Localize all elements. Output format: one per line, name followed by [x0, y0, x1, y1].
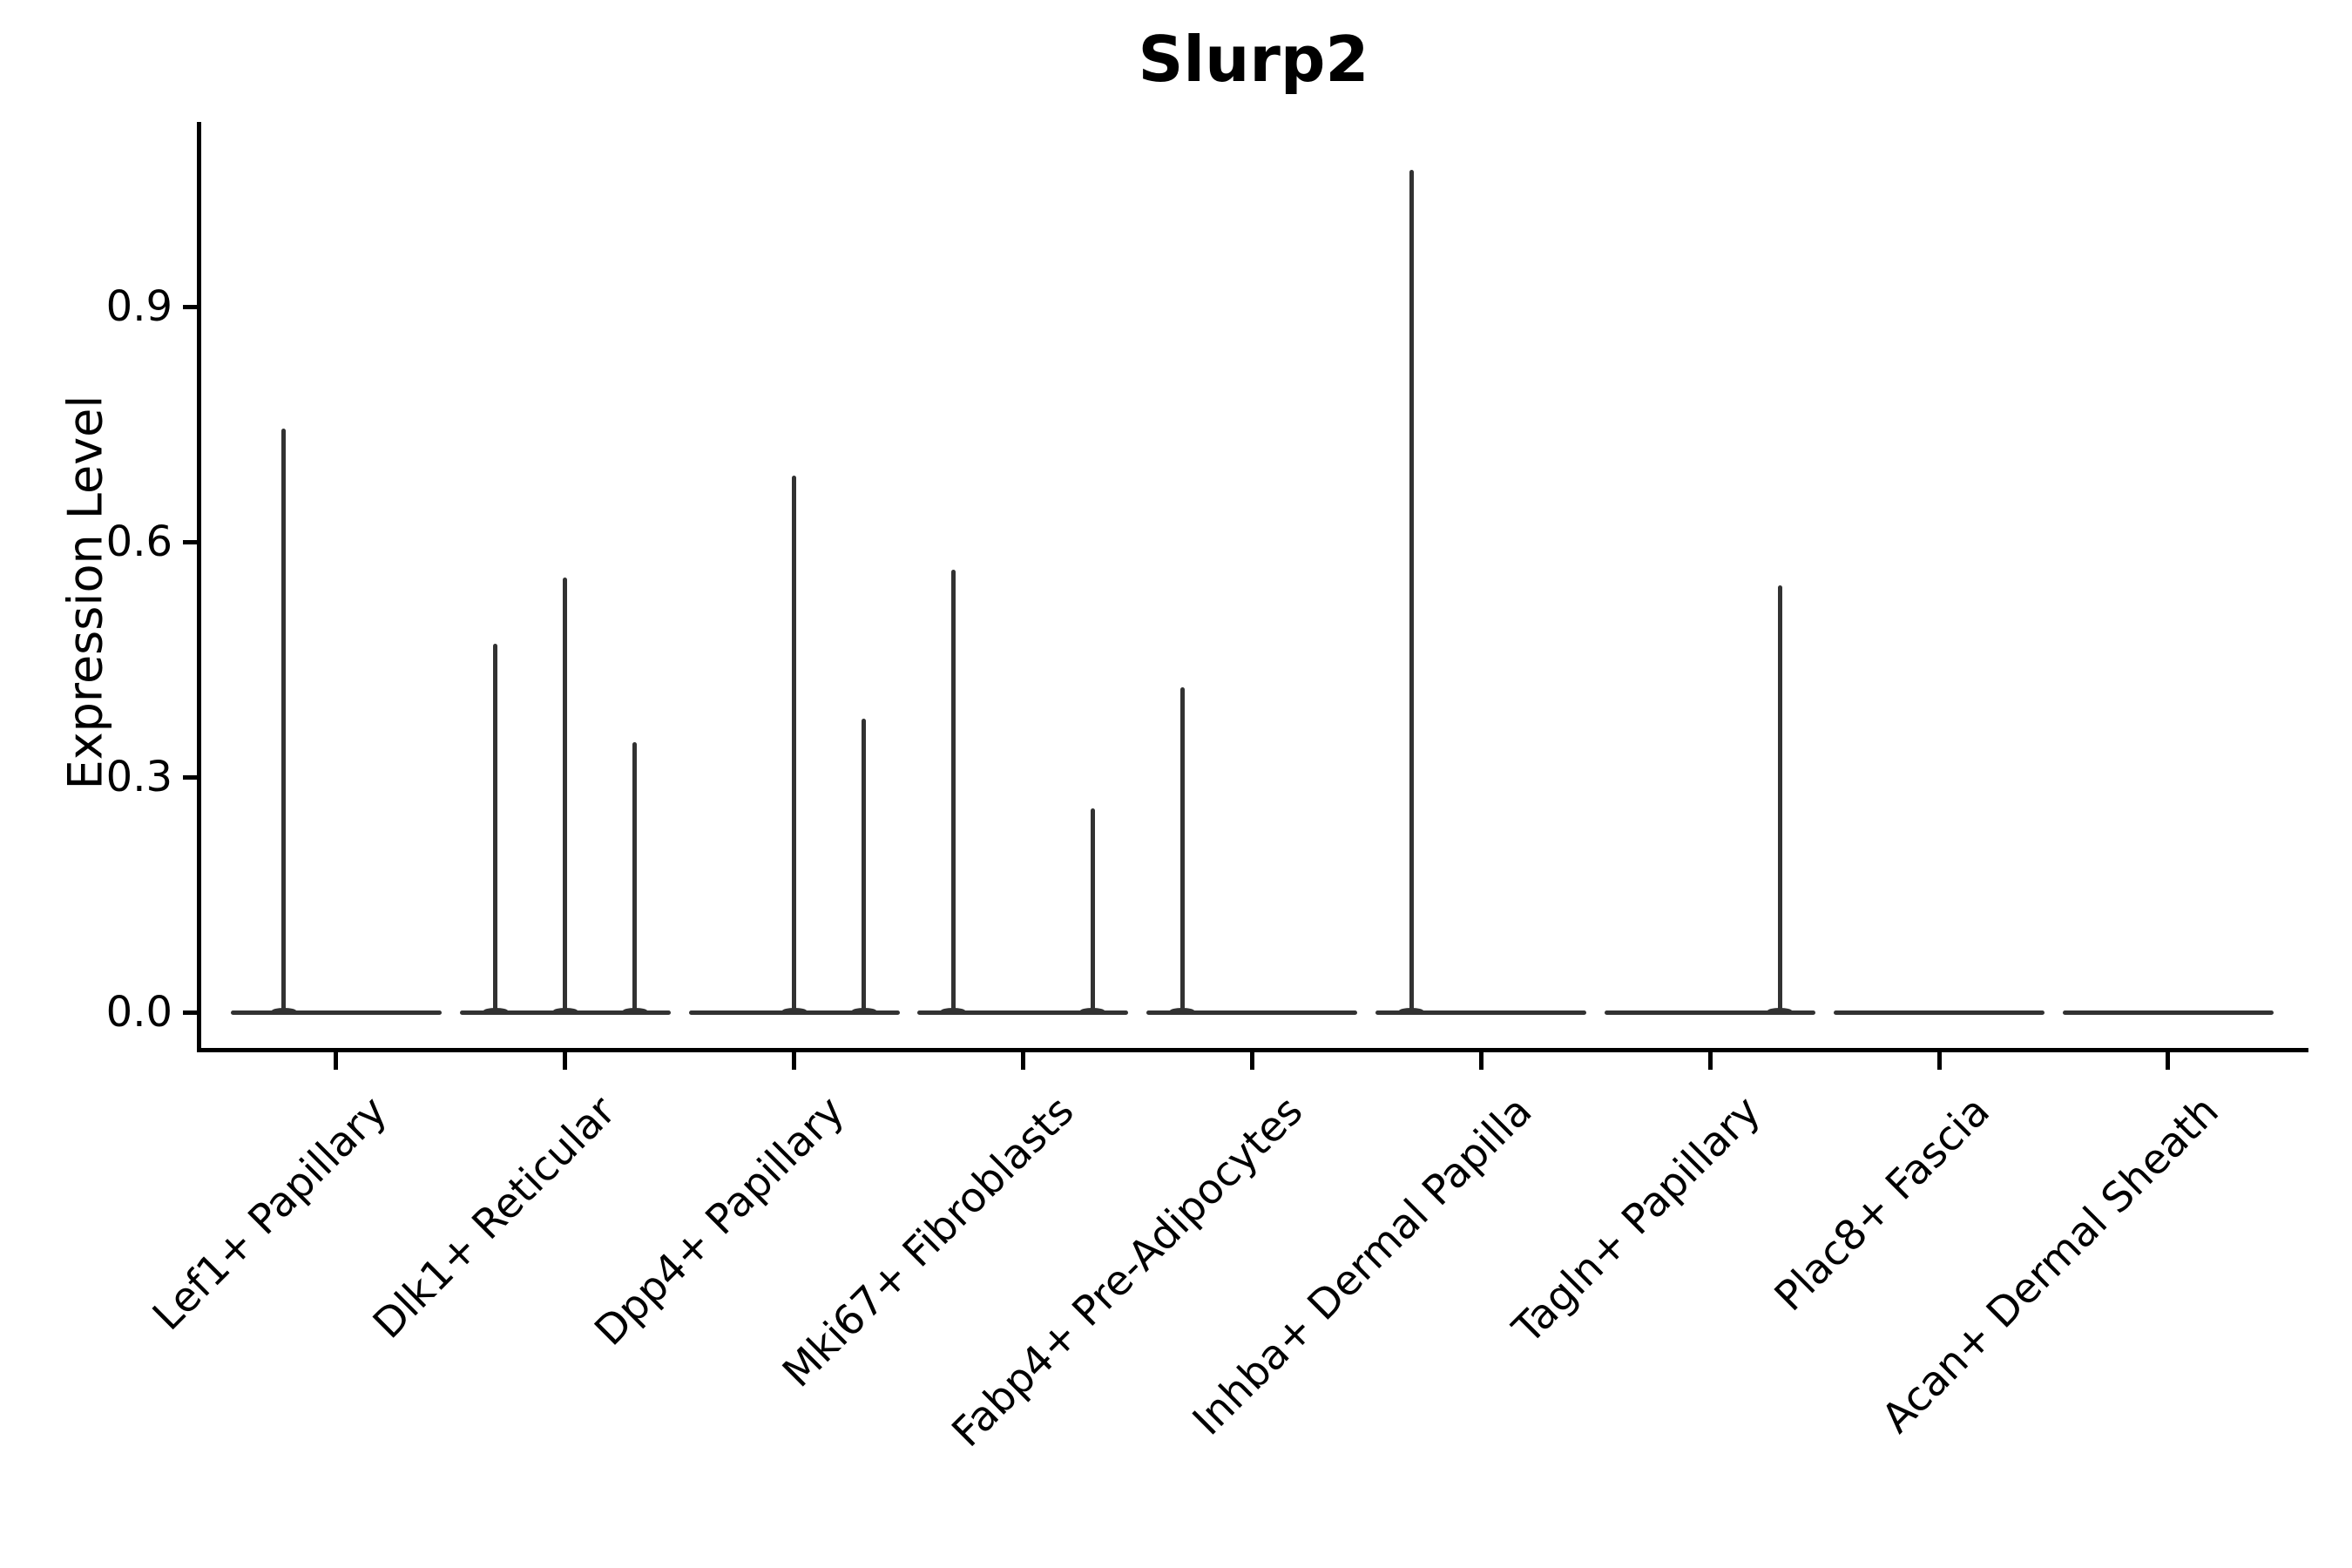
violin-spike [1179, 686, 1185, 1012]
x-tick-label: Dpp4+ Papillary [585, 1087, 855, 1355]
x-tick-mark [792, 1052, 796, 1070]
x-tick-mark [1936, 1052, 1942, 1070]
y-tick-mark [183, 539, 199, 544]
violin-spike-base-flare [941, 1008, 966, 1014]
x-tick-mark [1249, 1052, 1254, 1070]
violin-baseline [1834, 1010, 2044, 1015]
violin-baseline [1146, 1010, 1358, 1015]
violin-spike-base-flare [851, 1008, 876, 1014]
violin-spike-base-flare [1170, 1008, 1195, 1014]
y-tick-label: 0.6 [105, 517, 172, 566]
violin-spike-base-flare [1399, 1008, 1424, 1014]
chart-title: Slurp2 [1138, 23, 1369, 96]
x-tick-mark [1707, 1052, 1713, 1070]
violin-spike-base-flare [781, 1008, 807, 1014]
y-tick-label: 0.3 [105, 753, 172, 801]
x-tick-label: Dlk1+ Reticular [364, 1087, 625, 1348]
violin-baseline [2062, 1010, 2274, 1015]
violin-spike-base-flare [552, 1008, 578, 1014]
violin-spike-base-flare [622, 1008, 647, 1014]
x-tick-mark [1478, 1052, 1484, 1070]
violin-spike [1777, 585, 1782, 1012]
violin-baseline [1375, 1010, 1587, 1015]
x-tick-mark [2166, 1052, 2171, 1070]
y-tick-label: 0.0 [105, 988, 172, 1037]
violin-spike [632, 741, 638, 1012]
x-tick-mark [563, 1052, 568, 1070]
x-tick-label: Plac8+ Fascia [1765, 1087, 1999, 1321]
violin-spike [950, 569, 956, 1012]
violin-spike [493, 644, 498, 1012]
violin-spike [862, 718, 866, 1012]
violin-baseline [1605, 1010, 1816, 1015]
violin-spike [1409, 169, 1414, 1012]
x-tick-label: Tagln+ Papillary [1504, 1087, 1771, 1354]
y-tick-mark [183, 774, 199, 780]
x-tick-mark [334, 1052, 339, 1070]
violin-spike [563, 577, 568, 1012]
violin-spike-base-flare [1767, 1008, 1793, 1014]
violin-spike [792, 475, 796, 1012]
y-axis-title: Expression Level [57, 395, 113, 790]
x-axis-spine [197, 1048, 2308, 1052]
violin-spike-base-flare [271, 1008, 296, 1014]
violin-baseline [230, 1010, 442, 1015]
violin-spike-base-flare [483, 1008, 508, 1014]
x-tick-mark [1020, 1052, 1025, 1070]
y-axis-spine [197, 122, 201, 1052]
violin-spike [281, 428, 287, 1012]
y-tick-mark [183, 304, 199, 309]
violin-baseline [917, 1010, 1129, 1015]
violin-spike-base-flare [1080, 1008, 1105, 1014]
y-tick-mark [183, 1010, 199, 1015]
y-tick-label: 0.9 [105, 282, 172, 331]
x-tick-label: Lef1+ Papillary [143, 1087, 396, 1340]
violin-spike [1090, 808, 1095, 1012]
